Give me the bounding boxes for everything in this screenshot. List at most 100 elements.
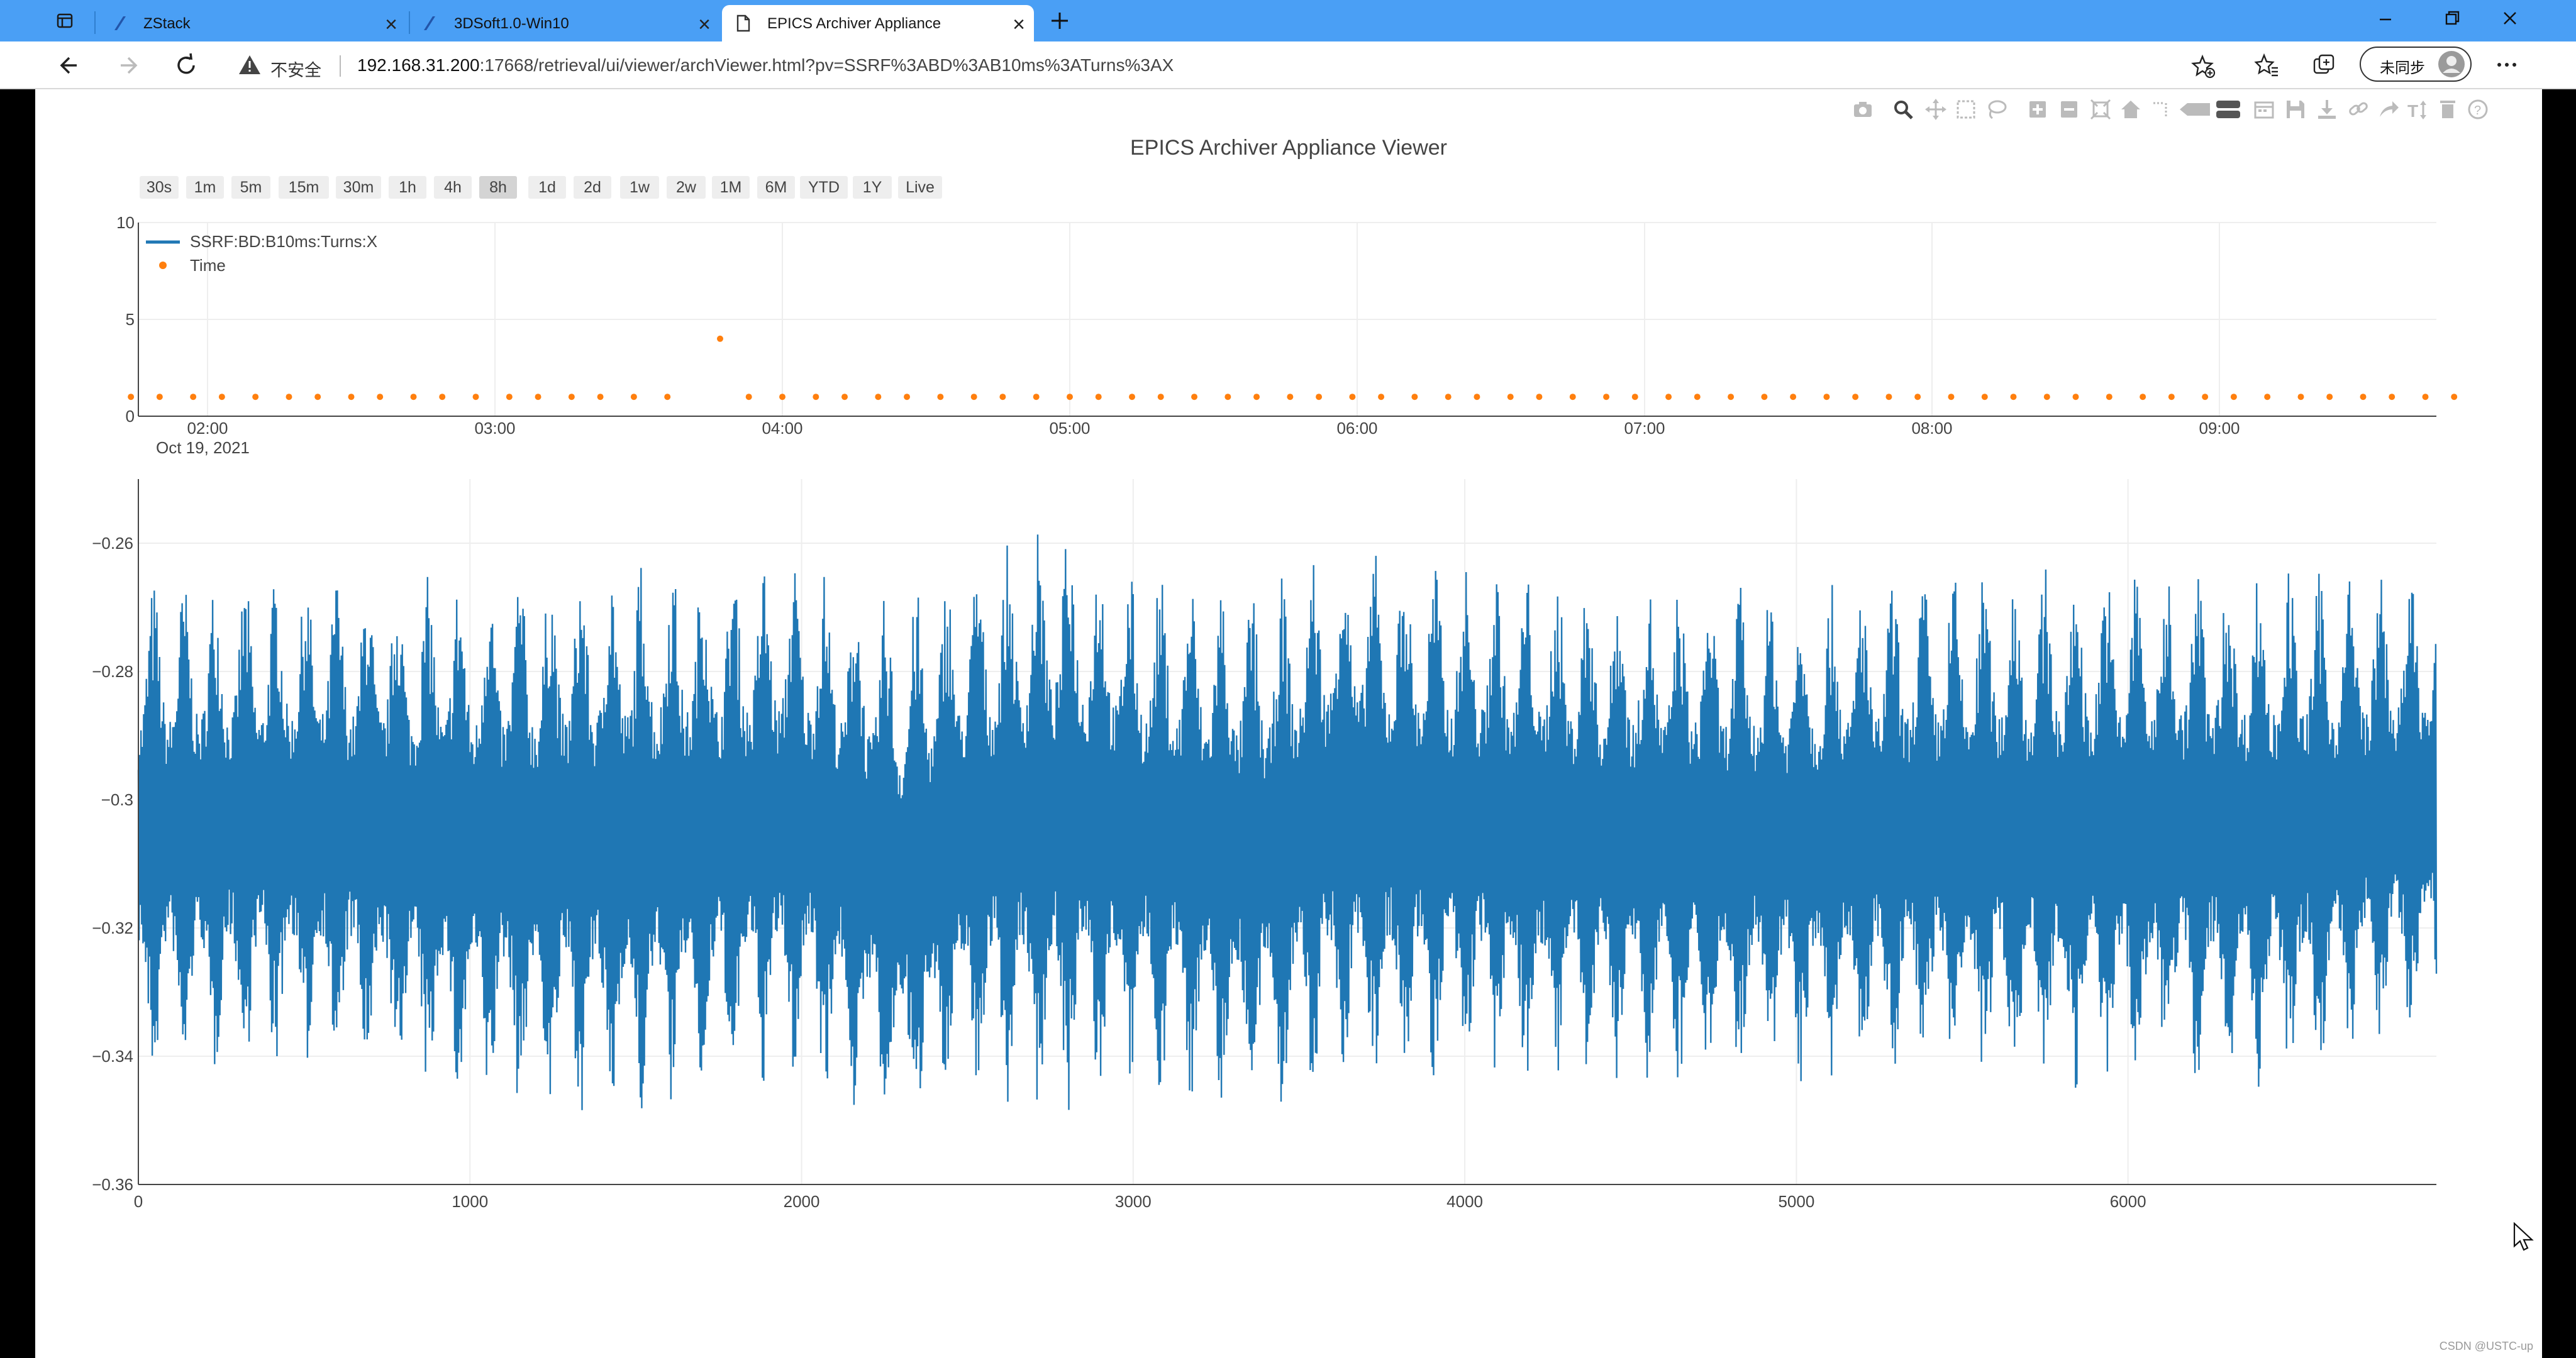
home-icon[interactable] xyxy=(2119,98,2142,121)
collections-icon[interactable] xyxy=(2312,53,2337,78)
new-tab-button[interactable] xyxy=(1043,5,1077,36)
help-icon[interactable]: ? xyxy=(2467,98,2489,121)
warning-icon xyxy=(239,55,260,74)
zoom-out-icon[interactable] xyxy=(2058,98,2080,121)
range-button-5m[interactable]: 5m xyxy=(231,176,270,199)
range-button-1m[interactable]: 1m xyxy=(186,176,224,199)
bottom-x-tick-label: 0 xyxy=(134,1192,143,1211)
legend[interactable]: SSRF:BD:B10ms:Turns:X Time xyxy=(146,232,377,275)
time-point xyxy=(2264,394,2271,400)
browser-tab-strip: ZStack × 3DSoft1.0-Win10 × EPICS Archive… xyxy=(0,0,2576,41)
close-tab-icon[interactable]: × xyxy=(698,13,711,36)
range-button-4h[interactable]: 4h xyxy=(434,176,472,199)
share-icon[interactable] xyxy=(2377,98,2400,121)
time-point xyxy=(904,394,911,400)
top-plot-axes: 0 5 10 02:00 03:00 04:00 05:00 06:00 07:00 08:00 0… xyxy=(116,213,2436,457)
favorites-icon[interactable] xyxy=(2254,53,2279,78)
close-tab-icon[interactable]: × xyxy=(385,13,397,36)
profile-sync-button[interactable]: 未同步 xyxy=(2360,47,2472,82)
time-point xyxy=(2297,394,2304,400)
time-point xyxy=(568,394,575,400)
time-point xyxy=(377,394,384,400)
minimize-icon[interactable] xyxy=(2376,10,2395,29)
range-button-2w[interactable]: 2w xyxy=(667,176,706,199)
download-icon[interactable] xyxy=(2316,98,2338,121)
camera-icon[interactable] xyxy=(1852,98,1874,121)
save-icon[interactable] xyxy=(2284,98,2307,121)
range-button-2d[interactable]: 2d xyxy=(574,176,611,199)
pan-icon[interactable] xyxy=(1924,98,1947,121)
time-point xyxy=(779,394,786,400)
box-select-icon[interactable] xyxy=(1955,98,1977,121)
time-point xyxy=(1981,394,1988,400)
legend-entry-time[interactable]: Time xyxy=(190,256,226,275)
bottom-y-tick-label: −0.3 xyxy=(101,790,133,809)
time-point xyxy=(156,394,163,400)
address-field[interactable]: 不安全 192.168.31.200:17668/retrieval/ui/vi… xyxy=(220,49,2182,82)
range-button-1h[interactable]: 1h xyxy=(389,176,426,199)
tab-zstack[interactable]: ZStack × xyxy=(98,5,406,41)
time-point xyxy=(472,394,479,400)
calendar-icon[interactable] xyxy=(2253,98,2275,121)
back-icon[interactable] xyxy=(54,50,84,80)
top-x-tick-label: 06:00 xyxy=(1336,419,1377,438)
time-point xyxy=(630,394,637,400)
trash-icon[interactable] xyxy=(2436,98,2459,121)
close-tab-icon[interactable]: × xyxy=(1013,13,1025,36)
time-point xyxy=(218,394,225,400)
time-point xyxy=(597,394,604,400)
time-point xyxy=(716,335,723,342)
time-point xyxy=(410,394,417,400)
time-point xyxy=(1224,394,1231,400)
range-button-6m[interactable]: 6M xyxy=(757,176,795,199)
add-favorite-icon[interactable] xyxy=(2191,54,2216,79)
zoom-in-icon[interactable] xyxy=(2026,98,2049,121)
link-icon[interactable] xyxy=(2347,98,2370,121)
time-point xyxy=(1287,394,1294,400)
time-point xyxy=(1885,394,1892,400)
time-point xyxy=(2010,394,2017,400)
range-button-ytd[interactable]: YTD xyxy=(800,176,848,199)
time-point xyxy=(2230,394,2237,400)
refresh-icon[interactable] xyxy=(171,50,201,80)
autoscale-icon[interactable] xyxy=(2089,98,2112,121)
time-point xyxy=(1378,394,1385,400)
range-button-1y[interactable]: 1Y xyxy=(853,176,892,199)
time-point xyxy=(2202,394,2209,400)
range-button-15m[interactable]: 15m xyxy=(279,176,329,199)
time-point xyxy=(813,394,819,400)
bottom-y-tick-label: −0.34 xyxy=(92,1047,133,1066)
top-x-tick-label: 05:00 xyxy=(1049,419,1090,438)
restore-icon[interactable] xyxy=(2443,9,2462,28)
legend-entry-signal[interactable]: SSRF:BD:B10ms:Turns:X xyxy=(190,232,377,251)
close-icon[interactable] xyxy=(2501,9,2519,28)
time-point xyxy=(1474,394,1480,400)
range-button-30s[interactable]: 30s xyxy=(140,176,179,199)
hover-compare-icon[interactable] xyxy=(2215,98,2241,121)
time-point xyxy=(1316,394,1323,400)
url-text: 192.168.31.200:17668/retrieval/ui/viewer… xyxy=(357,55,1174,75)
hover-closest-icon[interactable] xyxy=(2179,98,2211,121)
range-button-8h[interactable]: 8h xyxy=(479,176,517,199)
range-button-30m[interactable]: 30m xyxy=(336,176,381,199)
tab-3dsoft[interactable]: 3DSoft1.0-Win10 × xyxy=(411,5,719,41)
zoom-icon[interactable] xyxy=(1892,98,1914,121)
top-y-tick-label: 0 xyxy=(126,407,135,426)
range-button-1d[interactable]: 1d xyxy=(528,176,566,199)
plot-area[interactable]: 0 5 10 02:00 03:00 04:00 05:00 06:00 07:00 08:00 0… xyxy=(35,89,2542,1309)
tab-epics-archiver[interactable]: EPICS Archiver Appliance × xyxy=(722,5,1034,41)
top-x-tick-label: 07:00 xyxy=(1624,419,1665,438)
time-point xyxy=(1507,394,1514,400)
time-point xyxy=(439,394,446,400)
range-button-live[interactable]: Live xyxy=(898,176,942,199)
bottom-y-tick-label: −0.26 xyxy=(92,534,133,553)
svg-text:T: T xyxy=(2407,101,2418,121)
tab-actions-icon[interactable] xyxy=(57,13,73,29)
spike-lines-icon[interactable] xyxy=(2150,98,2172,121)
range-button-1w[interactable]: 1w xyxy=(620,176,659,199)
time-point xyxy=(252,394,259,400)
range-button-1m[interactable]: 1M xyxy=(712,176,750,199)
lasso-select-icon[interactable] xyxy=(1985,98,2007,121)
more-options-icon[interactable] xyxy=(2494,55,2519,74)
text-size-icon[interactable]: T xyxy=(2406,98,2429,121)
